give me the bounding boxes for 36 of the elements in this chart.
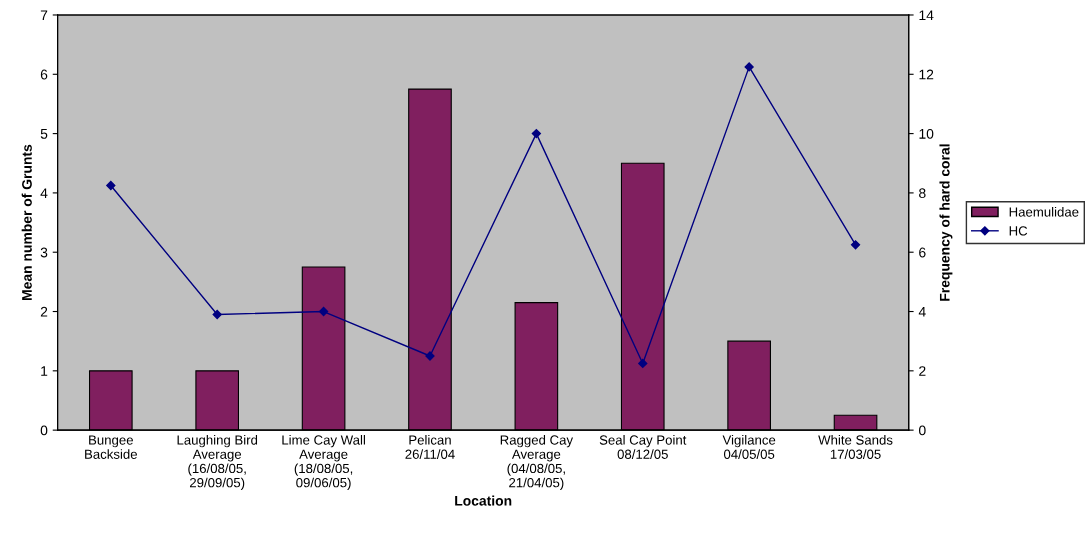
y2-tick-label: 2	[919, 366, 926, 376]
point	[850, 240, 861, 250]
point	[106, 180, 116, 191]
point	[638, 358, 648, 369]
y-tick-label: 6	[40, 69, 48, 80]
x-axis-title: Location	[455, 495, 512, 506]
x-tick-label: White Sands 17/03/05	[818, 435, 893, 459]
y-axis-title: Mean number of Grunts	[21, 144, 32, 300]
y-tick-label: 5	[40, 129, 48, 139]
x-tick-label: Pelican 26/11/04	[405, 435, 455, 459]
y-tick-label: 3	[40, 247, 48, 258]
y2-tick-label: 0	[919, 425, 926, 436]
x-tick-label: Ragged Cay Average (04/08/05, 21/04/05)	[500, 435, 574, 490]
point	[744, 62, 754, 72]
x-tick-label: Vigilance 04/05/05	[722, 435, 776, 459]
y2-tick-label: 14	[919, 10, 934, 21]
legend-label: HC	[1009, 226, 1028, 236]
y2-tick-label: 10	[919, 128, 934, 139]
x-tick-label: Laughing Bird Average (16/08/05, 29/09/05)	[177, 435, 258, 490]
y-tick-label: 7	[40, 10, 48, 21]
x-tick-label: Seal Cay Point 08/12/05	[599, 435, 687, 459]
y2-tick-label: 4	[918, 307, 926, 317]
point	[212, 309, 222, 320]
x-tick-label: Bungee Backside	[85, 435, 137, 459]
y2-tick-label: 12	[919, 69, 934, 80]
y2-tick-label: 8	[919, 188, 926, 199]
legend-label: Haemulidae	[1009, 206, 1079, 217]
y-tick-label: 1	[41, 366, 48, 376]
x-tick-label: Lime Cay Wall Average (18/08/05, 09/06/05)	[282, 435, 365, 490]
y-tick-label: 2	[40, 306, 48, 317]
point	[318, 306, 329, 317]
y-tick-label: 4	[40, 188, 48, 198]
point	[531, 128, 541, 139]
y2-axis-title: Frequency of hard coral	[939, 144, 953, 301]
y2-tick-label: 6	[919, 247, 926, 258]
y-tick-label: 0	[40, 425, 48, 436]
